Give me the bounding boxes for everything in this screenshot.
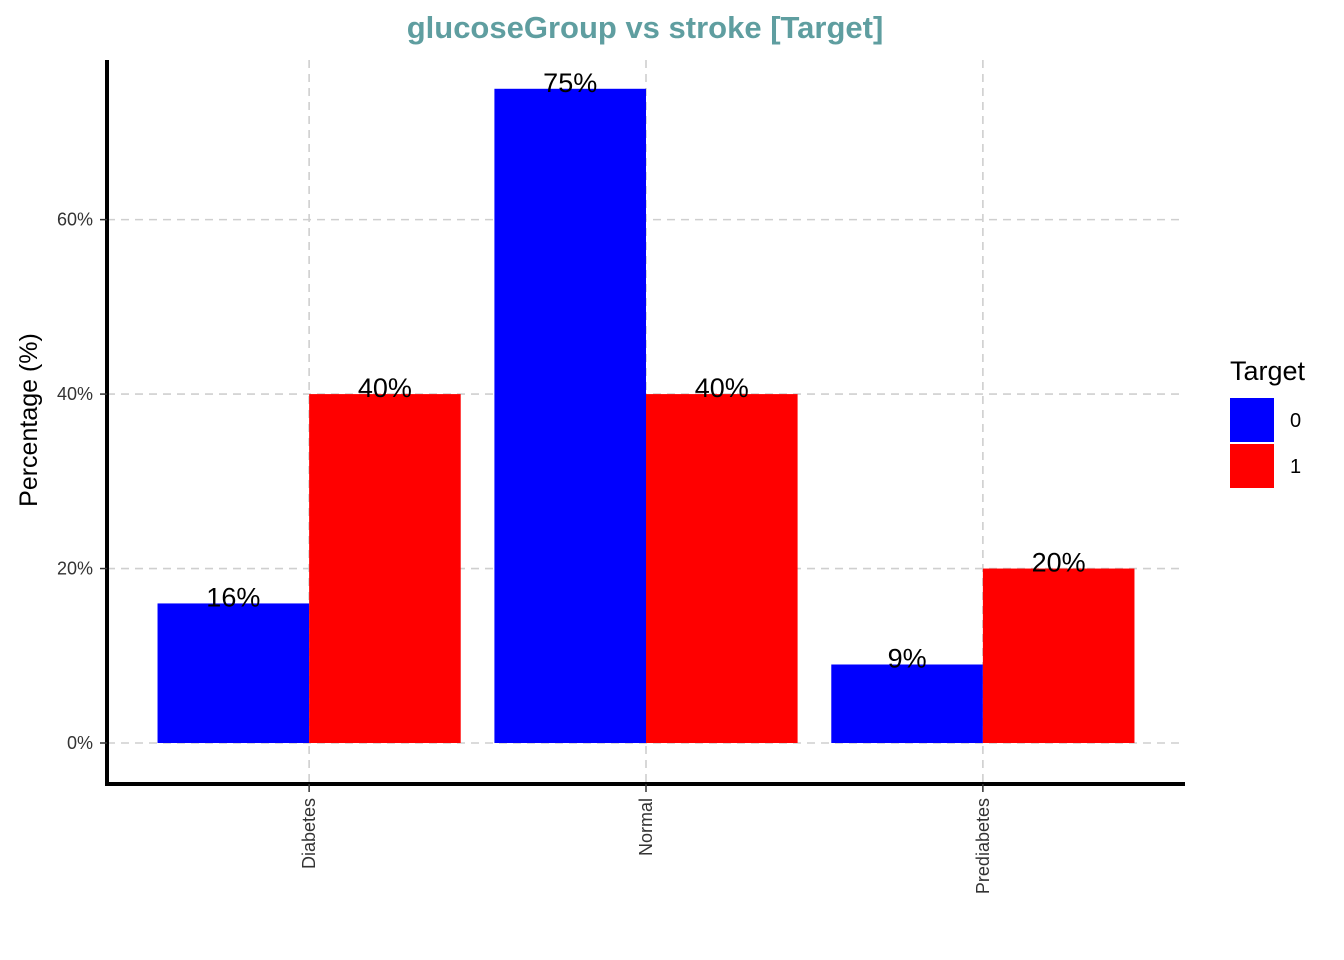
y-tick-label: 40%	[57, 384, 93, 404]
chart-title: glucoseGroup vs stroke [Target]	[407, 10, 884, 45]
data-label: 75%	[543, 68, 597, 98]
bar	[982, 568, 1135, 744]
data-label-layer: 16% 75% 9% 40% 40% 20%	[206, 68, 1085, 674]
bar	[157, 603, 310, 744]
data-label: 20%	[1032, 548, 1086, 578]
bar	[309, 394, 461, 744]
legend-title: Target	[1230, 356, 1306, 386]
x-tick-label: Normal	[636, 798, 656, 856]
legend-key	[1230, 444, 1274, 488]
y-tick-label: 60%	[57, 210, 93, 230]
bar	[831, 664, 983, 744]
x-tick-label: Diabetes	[299, 798, 319, 869]
bar	[494, 88, 646, 744]
y-tick-label: 20%	[57, 559, 93, 579]
y-tick-label: 0%	[67, 733, 93, 753]
y-tick-layer: 0% 20% 40% 60%	[57, 210, 107, 753]
data-label: 40%	[358, 373, 412, 403]
x-tick-label: Prediabetes	[973, 798, 993, 894]
legend: Target 0 1	[1230, 356, 1306, 488]
data-label: 40%	[695, 373, 749, 403]
data-label: 16%	[206, 582, 260, 612]
x-tick-layer: Diabetes Normal Prediabetes	[299, 784, 993, 894]
data-label: 9%	[888, 643, 927, 673]
legend-label: 1	[1290, 456, 1301, 478]
bar	[646, 394, 798, 744]
legend-key	[1230, 398, 1274, 442]
legend-label: 0	[1290, 410, 1301, 432]
bar-layer	[157, 88, 1135, 744]
y-axis-label: Percentage (%)	[15, 333, 43, 507]
